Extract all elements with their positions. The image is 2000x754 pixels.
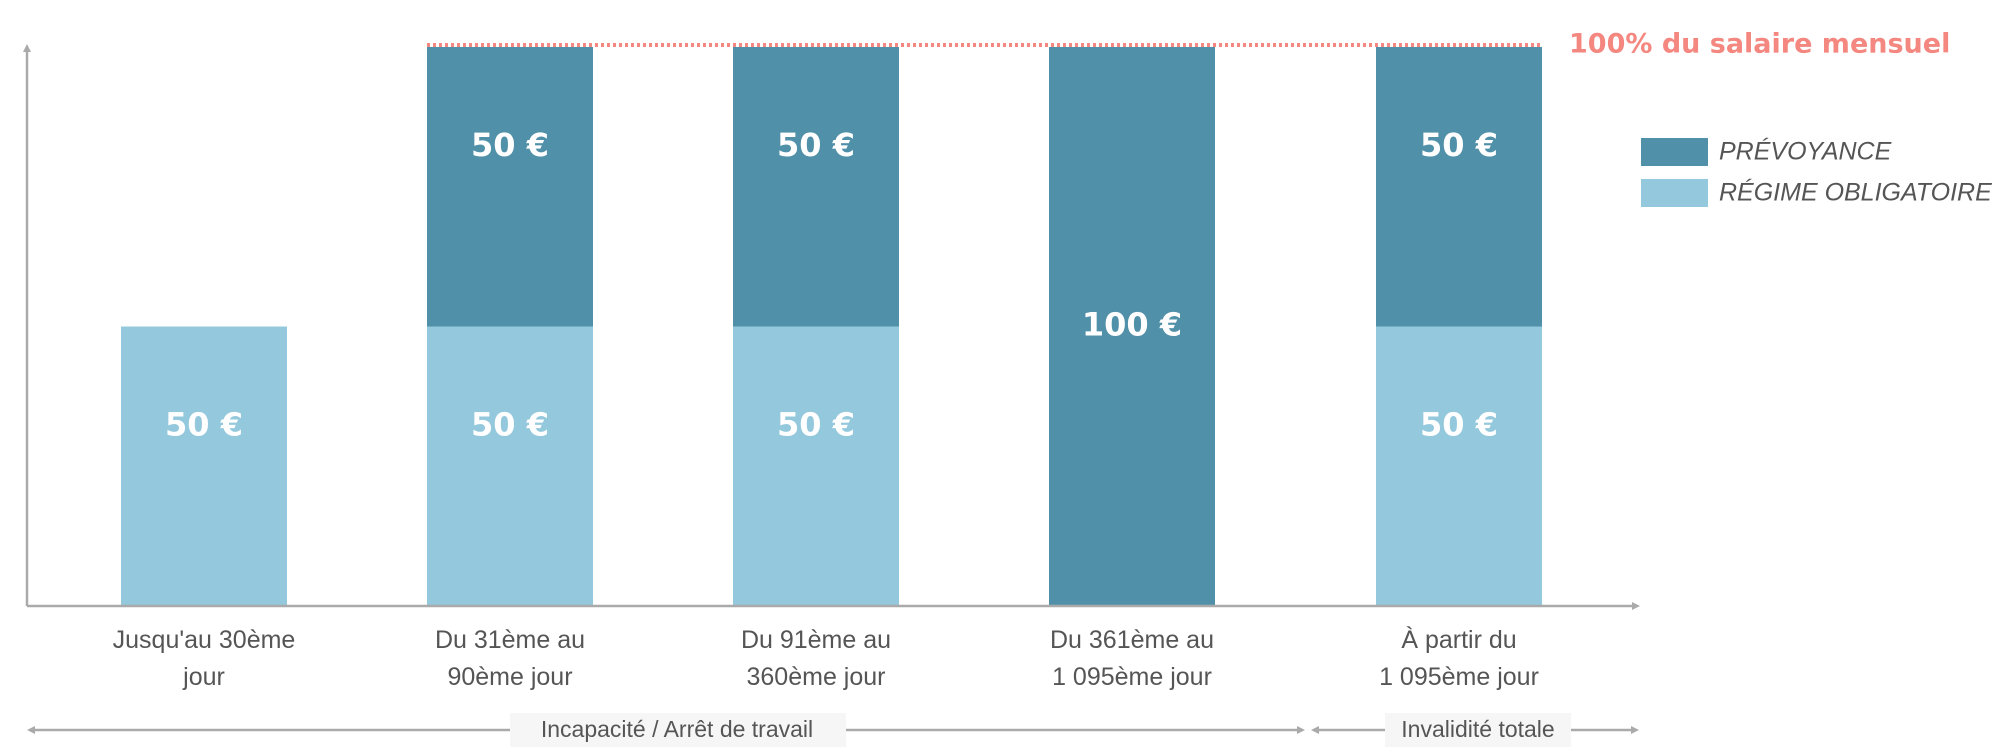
category-label: Du 91ème au <box>741 626 891 654</box>
legend-swatch <box>1641 179 1708 207</box>
category-label: Jusqu'au 30ème <box>113 626 296 654</box>
x-axis-arrow-icon <box>1632 602 1640 610</box>
category-label: Du 361ème au <box>1050 626 1214 654</box>
bar-segment <box>1376 326 1542 606</box>
category-label: Du 31ème au <box>435 626 585 654</box>
bar-segment <box>1376 47 1542 327</box>
arrow-left-icon <box>27 726 35 734</box>
legend-label: RÉGIME OBLIGATOIRE <box>1719 178 1992 207</box>
group-label-bg <box>1385 713 1571 747</box>
bar-segment <box>1049 47 1215 606</box>
arrow-left-icon <box>1311 726 1319 734</box>
bar-value-label: 50 € <box>471 405 549 443</box>
bar-value-label: 50 € <box>777 405 855 443</box>
bar-value-label: 50 € <box>165 405 243 443</box>
category-label: 1 095ème jour <box>1052 663 1212 691</box>
bar-segment <box>427 47 593 327</box>
y-axis-arrow-icon <box>23 44 31 52</box>
category-label: jour <box>182 663 225 691</box>
category-label: À partir du <box>1401 625 1516 654</box>
bar-segment <box>733 326 899 606</box>
bar-value-label: 50 € <box>471 126 549 164</box>
bar-segment <box>121 326 287 606</box>
bar-value-label: 50 € <box>1420 405 1498 443</box>
bar-segment <box>733 47 899 327</box>
legend-label: PRÉVOYANCE <box>1719 137 1892 166</box>
arrow-right-icon <box>1297 726 1305 734</box>
legend: PRÉVOYANCE RÉGIME OBLIGATOIRE <box>1641 137 1992 207</box>
reference-line-label: 100% du salaire mensuel <box>1569 29 1950 60</box>
bar-value-label: 50 € <box>1420 126 1498 164</box>
group-label-bg <box>510 713 846 747</box>
arrow-right-icon <box>1631 726 1639 734</box>
group-label: Invalidité totale <box>1401 716 1554 742</box>
legend-swatch <box>1641 138 1708 166</box>
bar-value-label: 100 € <box>1082 306 1182 344</box>
bar-value-label: 50 € <box>777 126 855 164</box>
category-label: 90ème jour <box>447 663 572 691</box>
category-label: 1 095ème jour <box>1379 663 1539 691</box>
category-label: 360ème jour <box>747 663 886 691</box>
group-label: Incapacité / Arrêt de travail <box>541 716 813 742</box>
bar-segment <box>427 326 593 606</box>
